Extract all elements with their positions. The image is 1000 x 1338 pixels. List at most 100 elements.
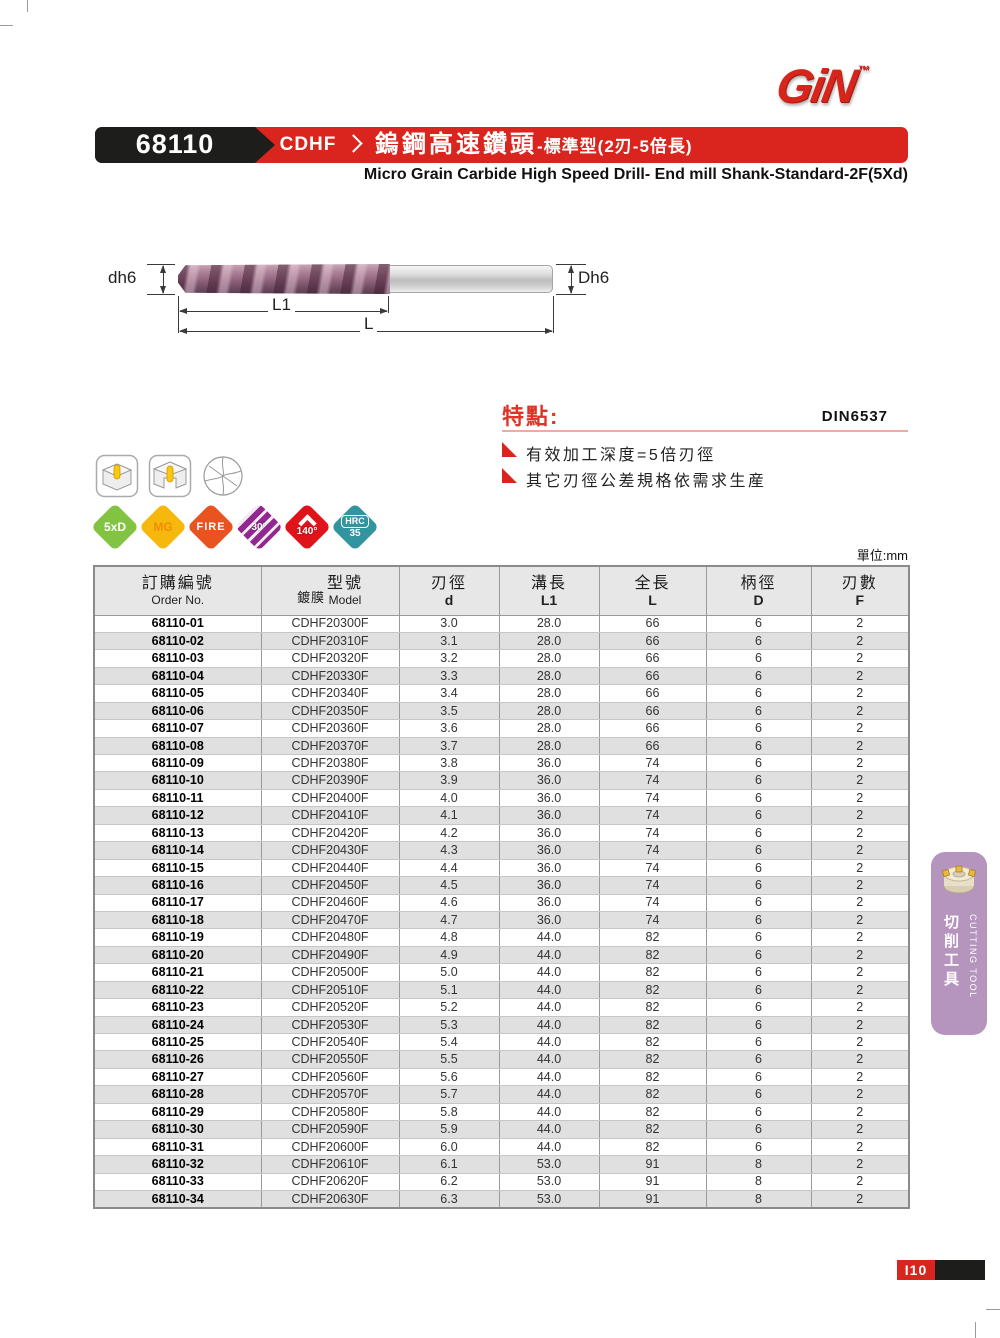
product-title-sub: -標準型(2刃-5倍長)	[537, 137, 693, 156]
cell-value: 2	[810, 945, 910, 965]
cell-value: 44.0	[498, 945, 600, 965]
cell-value: CDHF20590F	[260, 1120, 400, 1139]
cell-value: 36.0	[498, 823, 600, 843]
flute-length-label: L1	[268, 295, 295, 315]
cell-value: CDHF20500F	[260, 963, 400, 982]
feature-text: 其它刃徑公差規格依需求生産	[526, 473, 767, 490]
cell-value: 44.0	[498, 1050, 600, 1069]
cell-value: 4.7	[398, 910, 500, 930]
cell-order-no: 68110-31	[93, 1137, 262, 1157]
cell-value: 6	[705, 631, 812, 651]
cell-value: 36.0	[498, 876, 600, 895]
cell-value: 44.0	[498, 963, 600, 982]
arrowhead	[568, 286, 574, 294]
cell-order-no: 68110-30	[93, 1120, 262, 1139]
cell-value: 2	[810, 701, 910, 721]
cell-value: CDHF20310F	[260, 631, 400, 651]
sidebar-label-zh: 切削工具	[942, 914, 959, 990]
cell-value: 6	[705, 963, 812, 982]
cell-value: 36.0	[498, 893, 600, 912]
cell-value: 5.2	[398, 998, 500, 1017]
col-header-flute-count: 刃數 F	[810, 565, 910, 616]
cell-value: 6	[705, 719, 812, 738]
cell-value: 2	[810, 910, 910, 930]
header-zh: 溝長	[530, 575, 567, 593]
cell-value: 82	[598, 1120, 707, 1139]
cell-value: 6	[705, 1050, 812, 1069]
badge-label: 140°	[282, 510, 332, 544]
table-row: 68110-31 CDHF20600F 6.0 44.0 82 6 2	[93, 1137, 910, 1157]
cell-value: 74	[598, 876, 707, 895]
crop-mark	[0, 25, 13, 26]
cell-value: 3.0	[398, 614, 500, 633]
cell-value: 6	[705, 876, 812, 895]
cell-value: 44.0	[498, 1120, 600, 1139]
cell-value: 53.0	[498, 1172, 600, 1191]
table-row: 68110-18 CDHF20470F 4.7 36.0 74 6 2	[93, 910, 910, 930]
col-header-overall-length: 全長 L	[598, 565, 707, 616]
arrowhead	[380, 308, 388, 314]
cell-value: CDHF20340F	[260, 684, 400, 703]
cell-value: 28.0	[498, 719, 600, 738]
cell-value: 82	[598, 928, 707, 947]
cell-value: 8	[705, 1172, 812, 1191]
badge-hrc35: HRC 35	[330, 502, 380, 552]
cell-value: 6	[705, 771, 812, 790]
header-zh: 柄徑	[740, 575, 777, 593]
product-code: 68110	[135, 129, 215, 159]
cell-value: 2	[810, 963, 910, 982]
header-en: F	[855, 592, 865, 609]
cell-value: CDHF20360F	[260, 719, 400, 738]
cell-value: CDHF20630F	[260, 1189, 400, 1209]
cell-value: 44.0	[498, 998, 600, 1017]
cell-value: 74	[598, 788, 707, 808]
header-en: D	[753, 592, 764, 609]
cell-order-no: 68110-26	[93, 1050, 262, 1069]
arrowhead	[545, 328, 553, 334]
cell-value: CDHF20390F	[260, 771, 400, 790]
cell-value: 2	[810, 736, 910, 756]
cell-value: 6	[705, 928, 812, 947]
dim-tick	[147, 294, 175, 295]
cell-order-no: 68110-06	[93, 701, 262, 721]
header-zh: 刃徑	[430, 575, 467, 593]
table-row: 68110-22 CDHF20510F 5.1 44.0 82 6 2	[93, 980, 910, 1000]
badge-hrc-text: HRC	[341, 515, 369, 528]
cell-value: 82	[598, 945, 707, 965]
cell-value: 5.5	[398, 1050, 500, 1069]
table-row: 68110-17 CDHF20460F 4.6 36.0 74 6 2	[93, 893, 910, 912]
feature-text: 有效加工深度=5倍刃徑	[526, 447, 716, 464]
cell-order-no: 68110-24	[93, 1015, 262, 1035]
badge-label: HRC 35	[330, 510, 380, 544]
cell-value: 66	[598, 649, 707, 668]
table-row: 68110-11 CDHF20400F 4.0 36.0 74 6 2	[93, 788, 910, 808]
table-row: 68110-20 CDHF20490F 4.9 44.0 82 6 2	[93, 945, 910, 965]
cell-order-no: 68110-16	[93, 876, 262, 895]
cell-value: 53.0	[498, 1189, 600, 1209]
cell-order-no: 68110-18	[93, 910, 262, 930]
cell-value: CDHF20350F	[260, 701, 400, 721]
cell-value: 6	[705, 823, 812, 843]
cell-value: 2	[810, 1032, 910, 1052]
cell-value: 6	[705, 893, 812, 912]
cell-value: 3.2	[398, 649, 500, 668]
cell-value: 2	[810, 753, 910, 773]
cell-value: 28.0	[498, 684, 600, 703]
table-row: 68110-16 CDHF20450F 4.5 36.0 74 6 2	[93, 876, 910, 895]
cell-order-no: 68110-22	[93, 980, 262, 1000]
cell-value: CDHF20330F	[260, 666, 400, 686]
cell-value: 2	[810, 928, 910, 947]
cell-value: CDHF20380F	[260, 753, 400, 773]
cell-value: 44.0	[498, 928, 600, 947]
cell-value: 2	[810, 788, 910, 808]
cell-order-no: 68110-02	[93, 631, 262, 651]
badge-label: 30°	[234, 510, 284, 544]
cell-order-no: 68110-01	[93, 614, 262, 633]
ext-line	[553, 296, 554, 333]
cell-value: 28.0	[498, 736, 600, 756]
cell-value: 6	[705, 1067, 812, 1087]
cell-value: 5.4	[398, 1032, 500, 1052]
table-row: 68110-21 CDHF20500F 5.0 44.0 82 6 2	[93, 963, 910, 982]
col-header-diameter: 刃徑 d	[398, 565, 500, 616]
cell-value: CDHF20430F	[260, 841, 400, 860]
